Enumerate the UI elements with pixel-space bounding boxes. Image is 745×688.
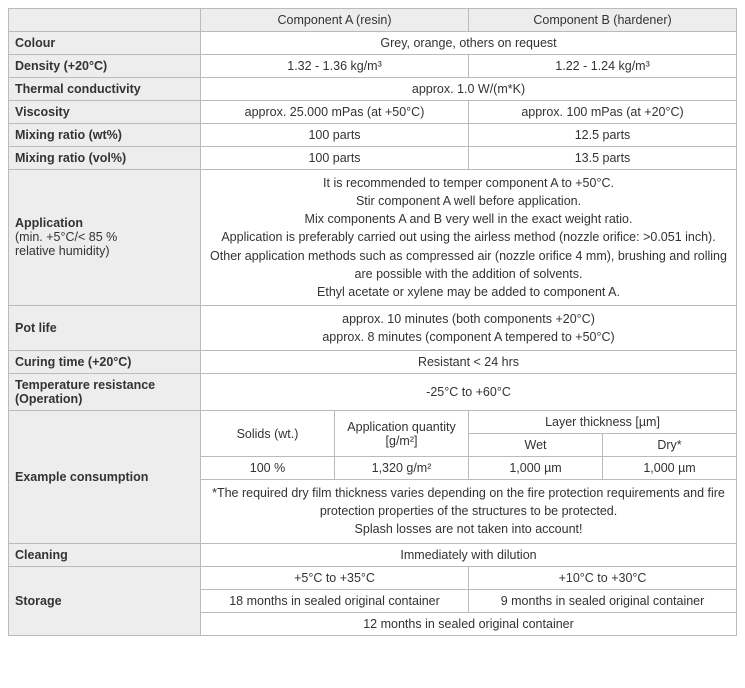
label-application-l2: (min. +5°C/< 85 % (15, 230, 117, 244)
h-layer: Layer thickness [µm] (469, 411, 737, 434)
row-mix-wt: Mixing ratio (wt%) 100 parts 12.5 parts (9, 124, 737, 147)
label-mix-vol: Mixing ratio (vol%) (9, 147, 201, 170)
v-appqty: 1,320 g/m² (335, 457, 469, 480)
label-storage: Storage (9, 566, 201, 635)
label-application-l3: relative humidity) (15, 244, 109, 258)
value-tempres: -25°C to +60°C (201, 374, 737, 411)
value-colour: Grey, orange, others on request (201, 32, 737, 55)
label-tempres: Temperature resistance (Operation) (9, 374, 201, 411)
row-tempres: Temperature resistance (Operation) -25°C… (9, 374, 737, 411)
table-header-row: Component A (resin) Component B (hardene… (9, 9, 737, 32)
h-dry: Dry* (603, 434, 737, 457)
viscosity-a: approx. 25.000 mPas (at +50°C) (201, 101, 469, 124)
label-curing: Curing time (+20°C) (9, 351, 201, 374)
density-a: 1.32 - 1.36 kg/m³ (201, 55, 469, 78)
row-consumption-h1: Example consumption Solids (wt.) Applica… (9, 411, 737, 434)
row-colour: Colour Grey, orange, others on request (9, 32, 737, 55)
storage-full: 12 months in sealed original container (201, 612, 737, 635)
h-appqty: Application quantity [g/m²] (335, 411, 469, 457)
row-thermal: Thermal conductivity approx. 1.0 W/(m*K) (9, 78, 737, 101)
mix-wt-a: 100 parts (201, 124, 469, 147)
storage-b2: 9 months in sealed original container (469, 589, 737, 612)
row-curing: Curing time (+20°C) Resistant < 24 hrs (9, 351, 737, 374)
value-curing: Resistant < 24 hrs (201, 351, 737, 374)
value-potlife: approx. 10 minutes (both components +20°… (201, 305, 737, 350)
mix-vol-b: 13.5 parts (469, 147, 737, 170)
v-dry: 1,000 µm (603, 457, 737, 480)
row-potlife: Pot life approx. 10 minutes (both compon… (9, 305, 737, 350)
spec-table: Component A (resin) Component B (hardene… (8, 8, 737, 636)
label-mix-wt: Mixing ratio (wt%) (9, 124, 201, 147)
value-thermal: approx. 1.0 W/(m*K) (201, 78, 737, 101)
label-viscosity: Viscosity (9, 101, 201, 124)
storage-a1: +5°C to +35°C (201, 566, 469, 589)
value-application: It is recommended to temper component A … (201, 170, 737, 306)
label-cleaning: Cleaning (9, 543, 201, 566)
row-cleaning: Cleaning Immediately with dilution (9, 543, 737, 566)
label-consumption: Example consumption (9, 411, 201, 543)
header-comp-b: Component B (hardener) (469, 9, 737, 32)
row-density: Density (+20°C) 1.32 - 1.36 kg/m³ 1.22 -… (9, 55, 737, 78)
h-solids: Solids (wt.) (201, 411, 335, 457)
row-storage-1: Storage +5°C to +35°C +10°C to +30°C (9, 566, 737, 589)
storage-b1: +10°C to +30°C (469, 566, 737, 589)
row-mix-vol: Mixing ratio (vol%) 100 parts 13.5 parts (9, 147, 737, 170)
viscosity-b: approx. 100 mPas (at +20°C) (469, 101, 737, 124)
row-application: Application (min. +5°C/< 85 % relative h… (9, 170, 737, 306)
row-viscosity: Viscosity approx. 25.000 mPas (at +50°C)… (9, 101, 737, 124)
value-cleaning: Immediately with dilution (201, 543, 737, 566)
h-wet: Wet (469, 434, 603, 457)
mix-wt-b: 12.5 parts (469, 124, 737, 147)
label-thermal: Thermal conductivity (9, 78, 201, 101)
v-wet: 1,000 µm (469, 457, 603, 480)
label-colour: Colour (9, 32, 201, 55)
label-application-l1: Application (15, 216, 83, 230)
v-solids: 100 % (201, 457, 335, 480)
label-density: Density (+20°C) (9, 55, 201, 78)
label-potlife: Pot life (9, 305, 201, 350)
consumption-note: *The required dry film thickness varies … (201, 480, 737, 543)
mix-vol-a: 100 parts (201, 147, 469, 170)
storage-a2: 18 months in sealed original container (201, 589, 469, 612)
density-b: 1.22 - 1.24 kg/m³ (469, 55, 737, 78)
header-comp-a: Component A (resin) (201, 9, 469, 32)
label-application: Application (min. +5°C/< 85 % relative h… (9, 170, 201, 306)
